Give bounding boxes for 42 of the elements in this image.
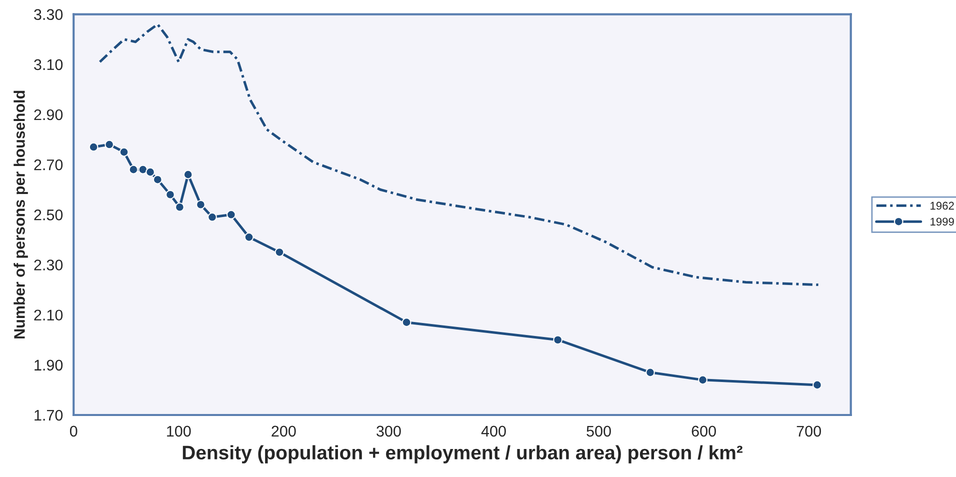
x-axis-title: Density (population + employment / urban area) person / km² [182, 445, 742, 464]
legend-label: 1999 [930, 218, 954, 226]
point [402, 318, 412, 328]
x-tick-label: 400 [481, 426, 506, 437]
y-tick-label: 2.90 [34, 109, 63, 120]
point [166, 190, 175, 200]
y-tick-label: 3.10 [34, 59, 63, 70]
point [152, 174, 162, 184]
y-tick-label: 3.30 [34, 9, 63, 20]
x-tick-label: 100 [167, 426, 191, 437]
point [244, 232, 254, 242]
point [119, 147, 129, 157]
point [553, 335, 562, 345]
point [698, 375, 708, 385]
point [812, 380, 822, 390]
point [208, 212, 217, 222]
x-tick-label: 0 [70, 426, 78, 437]
line-series [98, 23, 820, 286]
x-tick-label: 300 [376, 426, 401, 437]
y-tick-label: 1.90 [34, 360, 63, 371]
point [104, 140, 114, 150]
y-tick-label: 2.70 [34, 159, 63, 170]
point [226, 210, 236, 220]
x-tick-label: 700 [796, 426, 821, 437]
legend-label: 1962 [930, 202, 954, 210]
point [128, 164, 138, 174]
point [274, 248, 284, 257]
point [183, 170, 193, 180]
point [196, 200, 206, 210]
y-tick-label: 2.50 [34, 210, 63, 220]
x-tick-label: 500 [586, 426, 611, 437]
y-tick-label: 2.30 [34, 260, 63, 270]
point [88, 142, 98, 152]
point [146, 167, 155, 177]
point [646, 368, 655, 378]
point [138, 164, 148, 174]
x-tick-label: 600 [692, 426, 716, 437]
x-tick-label: 200 [272, 426, 296, 437]
point [175, 202, 184, 212]
y-axis-title: Number of persons per household [14, 90, 28, 338]
y-tick-label: 2.10 [34, 310, 63, 321]
y-tick-label: 1.70 [34, 410, 63, 421]
